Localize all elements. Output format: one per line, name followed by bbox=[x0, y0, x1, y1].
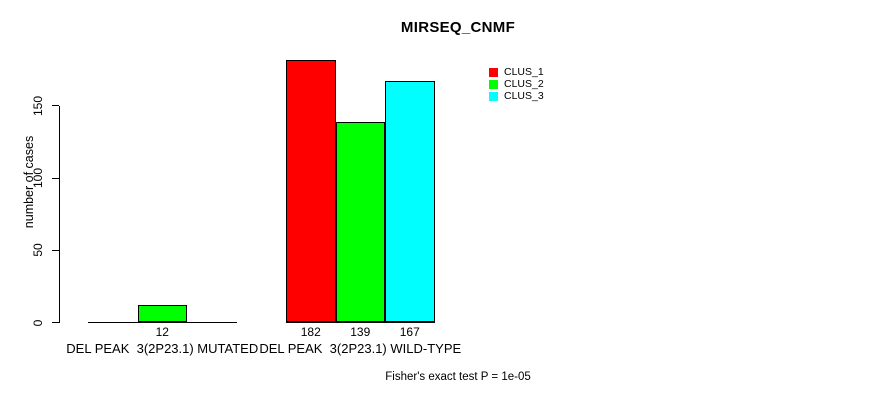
y-tick bbox=[52, 249, 59, 251]
legend: CLUS_1 CLUS_2 CLUS_3 bbox=[489, 66, 544, 102]
legend-label: CLUS_1 bbox=[504, 66, 544, 78]
bar-value-label: 139 bbox=[350, 324, 371, 339]
bar-clus_1-group2 bbox=[286, 59, 336, 323]
group-baseline bbox=[286, 322, 435, 323]
legend-label: CLUS_3 bbox=[504, 90, 544, 102]
y-tick-label: 50 bbox=[31, 243, 45, 257]
legend-row: CLUS_2 bbox=[489, 78, 544, 90]
legend-swatch-clus_2 bbox=[489, 79, 498, 89]
bar-value-label: 167 bbox=[399, 324, 420, 339]
group-baseline bbox=[88, 322, 237, 323]
y-tick-label: 0 bbox=[31, 319, 45, 326]
bar-value-label: 12 bbox=[155, 324, 169, 339]
bar-clus_2-group1 bbox=[137, 305, 187, 323]
y-axis-line bbox=[59, 106, 60, 323]
y-tick bbox=[52, 105, 59, 107]
legend-row: CLUS_3 bbox=[489, 90, 544, 102]
y-tick bbox=[52, 177, 59, 179]
footnote: Fisher's exact test P = 1e-05 bbox=[385, 371, 531, 383]
bar-clus_2-group2 bbox=[335, 121, 385, 323]
y-tick-label: 150 bbox=[31, 95, 45, 116]
legend-label: CLUS_2 bbox=[504, 78, 544, 90]
x-category-label: DEL PEAK 3(2P23.1) WILD-TYPE bbox=[259, 340, 462, 356]
legend-swatch-clus_3 bbox=[489, 91, 498, 101]
x-category-label: DEL PEAK 3(2P23.1) MUTATED bbox=[66, 340, 259, 356]
legend-row: CLUS_1 bbox=[489, 66, 544, 78]
legend-swatch-clus_1 bbox=[489, 67, 498, 77]
bar-clus_3-group2 bbox=[385, 81, 435, 323]
y-tick bbox=[52, 322, 59, 323]
bar-value-label: 182 bbox=[300, 324, 321, 339]
y-tick-label: 100 bbox=[31, 167, 45, 189]
chart-title: MIRSEQ_CNMF bbox=[400, 19, 516, 36]
